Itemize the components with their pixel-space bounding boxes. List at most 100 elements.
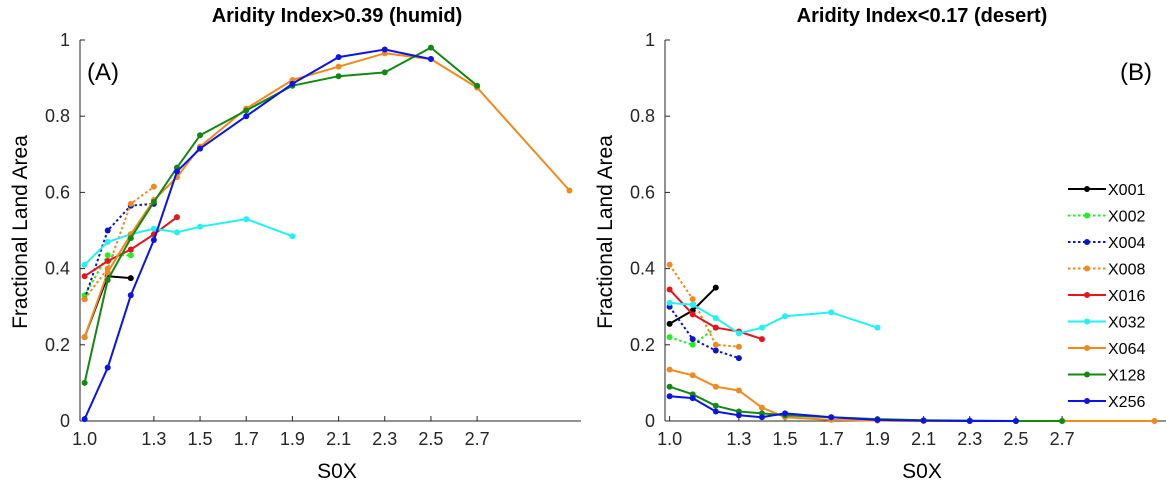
data-point (104, 238, 111, 245)
data-point (289, 80, 296, 87)
legend-item: X064 (1068, 341, 1145, 358)
panel-b-title: Aridity Index<0.17 (desert) (797, 5, 1048, 27)
data-point (666, 286, 673, 293)
x-tick-label: 2.1 (326, 429, 351, 449)
data-point (81, 261, 88, 268)
series-x016 (81, 214, 180, 280)
series-x128 (666, 383, 1066, 424)
data-point (735, 330, 742, 337)
legend: X001 X002 X004 X008 X016 X032 X064 X128 X256 (1068, 182, 1145, 411)
data-point (1059, 418, 1066, 424)
data-point (81, 273, 88, 280)
y-tick-label: 0.2 (45, 335, 70, 355)
data-point (104, 257, 111, 264)
data-point (874, 416, 881, 423)
panel-a-title: Aridity Index>0.39 (humid) (212, 5, 463, 27)
legend-item: X004 (1068, 235, 1145, 252)
data-point (197, 145, 204, 152)
data-point (81, 296, 88, 303)
data-point (127, 246, 134, 253)
series-line (669, 301, 878, 335)
data-point (758, 414, 765, 421)
data-point (735, 412, 742, 419)
y-tick-label: 0.8 (630, 106, 655, 126)
x-tick-label: 2.3 (372, 429, 397, 449)
series-x256 (81, 46, 434, 423)
series-x256 (666, 393, 1019, 424)
legend-item: X256 (1068, 394, 1145, 411)
data-point (782, 410, 789, 417)
y-tick-label: 0.6 (45, 182, 70, 202)
data-point (689, 296, 696, 303)
legend-label: X001 (1108, 182, 1145, 199)
data-point (666, 299, 673, 306)
series-line (83, 185, 155, 300)
data-point (289, 233, 296, 240)
data-point (689, 311, 696, 318)
data-point (666, 320, 673, 327)
data-point (104, 227, 111, 234)
data-point (712, 408, 719, 415)
legend-marker (1084, 318, 1090, 325)
data-point (127, 252, 134, 259)
y-tick-label: 1 (645, 30, 655, 50)
series-line (669, 368, 1155, 422)
data-point (381, 46, 388, 53)
x-tick-label: 1.7 (234, 429, 259, 449)
series-line (668, 306, 740, 360)
x-tick-label: 1.3 (141, 429, 166, 449)
data-point (104, 252, 111, 259)
data-point (150, 225, 157, 232)
data-point (758, 336, 765, 343)
legend-item: X001 (1068, 182, 1145, 199)
series-line (83, 46, 478, 384)
series-line (669, 385, 1063, 422)
data-point (566, 187, 573, 194)
series-line (668, 264, 739, 348)
data-point (689, 301, 696, 308)
x-tick-label: 2.3 (957, 429, 982, 449)
data-point (427, 44, 434, 51)
data-point (427, 56, 434, 63)
data-point (966, 418, 973, 424)
x-tick-label: 2.7 (1050, 429, 1075, 449)
x-tick-label: 1.9 (280, 429, 305, 449)
data-point (666, 334, 673, 341)
data-point (828, 309, 835, 316)
series-line (83, 202, 154, 300)
data-point (735, 355, 742, 362)
y-tick-label: 0.6 (630, 182, 655, 202)
data-point (712, 383, 719, 390)
panel-b-tag: (B) (1120, 59, 1152, 86)
legend-label: X256 (1108, 394, 1145, 411)
data-point (874, 324, 881, 331)
data-point (335, 73, 342, 80)
data-point (474, 82, 481, 89)
data-point (127, 200, 134, 207)
legend-item: X032 (1068, 315, 1145, 332)
data-point (712, 402, 719, 409)
y-tick-label: 0.4 (630, 259, 655, 279)
x-tick-label: 2.7 (465, 429, 490, 449)
data-point (104, 269, 111, 276)
data-point (81, 334, 88, 341)
legend-marker (1084, 345, 1090, 351)
panel-a-xlabel: S0X (317, 460, 357, 483)
data-point (173, 229, 180, 236)
legend-item: X016 (1068, 288, 1145, 305)
legend-marker (1084, 212, 1090, 219)
legend-item: X128 (1068, 368, 1145, 385)
data-point (104, 364, 111, 371)
data-point (689, 395, 696, 402)
data-point (150, 237, 157, 244)
data-point (104, 277, 111, 284)
data-point (666, 366, 673, 373)
data-point (335, 54, 342, 61)
data-point (1012, 418, 1019, 424)
x-tick-label: 2.5 (418, 429, 443, 449)
data-point (150, 183, 157, 190)
legend-label: X128 (1108, 368, 1145, 385)
data-point (712, 341, 719, 348)
data-point (735, 343, 742, 350)
legend-marker (1084, 239, 1090, 245)
